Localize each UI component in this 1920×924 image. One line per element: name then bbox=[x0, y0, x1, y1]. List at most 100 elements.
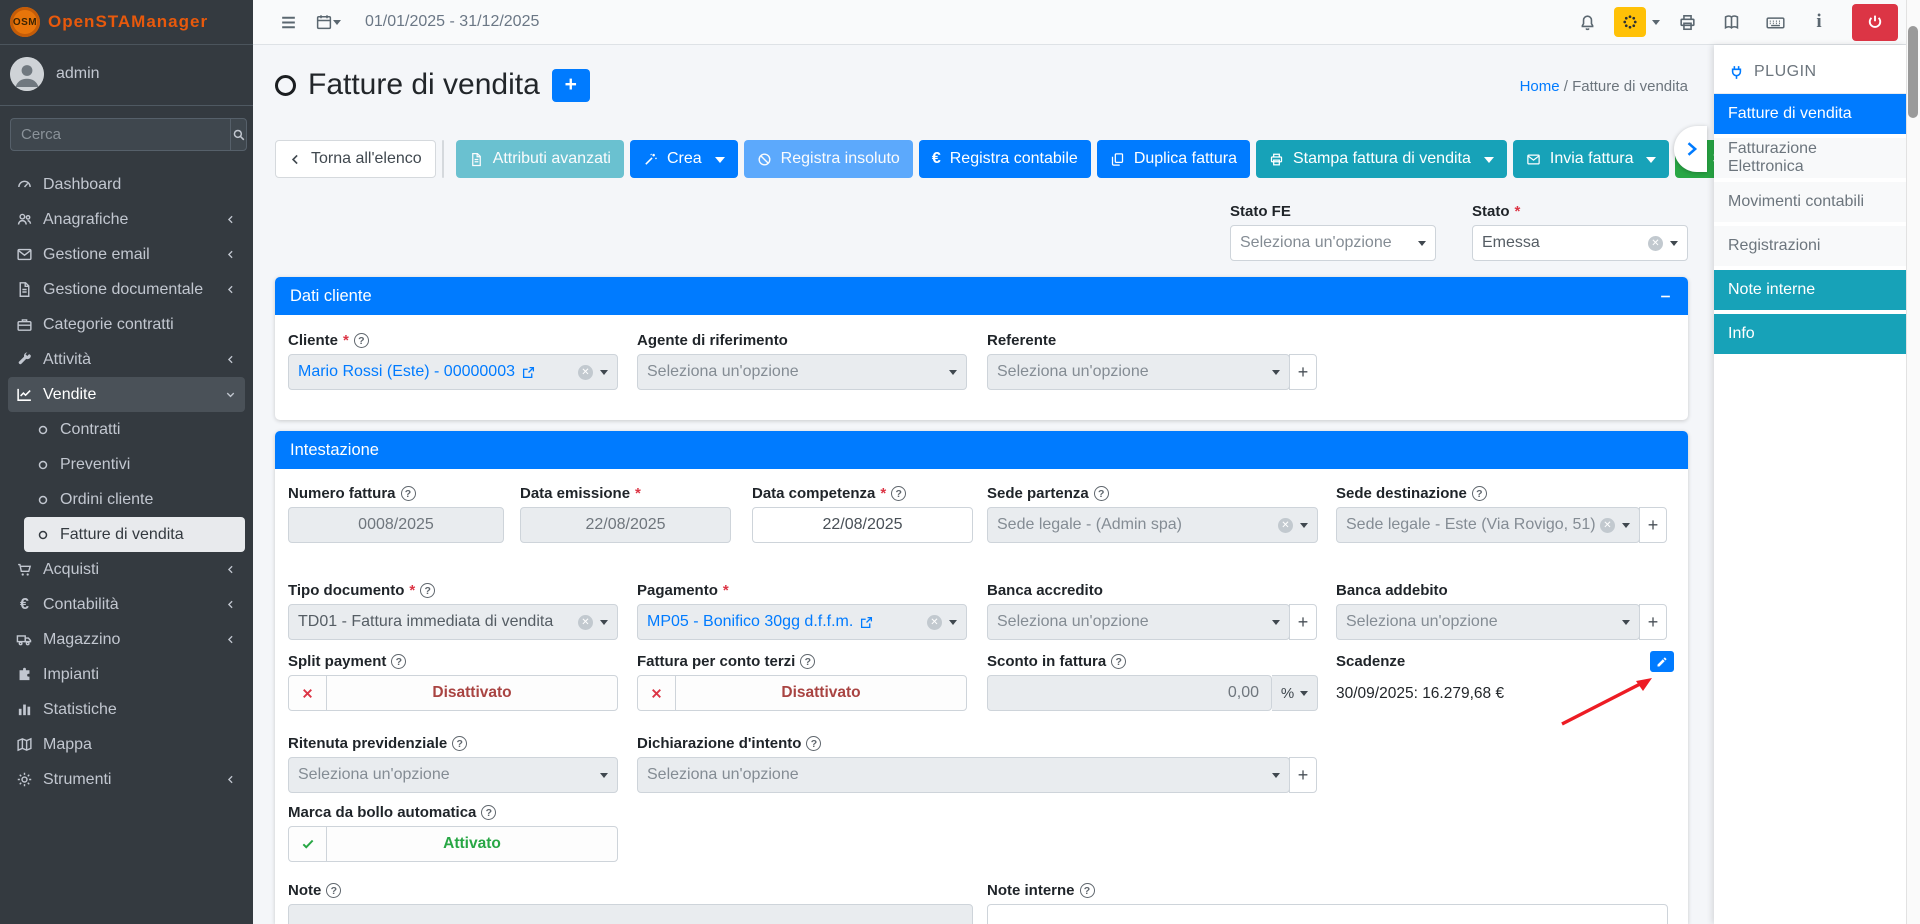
help-icon[interactable]: ? bbox=[326, 883, 342, 898]
sidebar-item-ordini-cliente[interactable]: Ordini cliente bbox=[8, 482, 245, 517]
help-icon[interactable]: ? bbox=[420, 583, 436, 598]
sidebar-item-preventivi[interactable]: Preventivi bbox=[8, 447, 245, 482]
edit-scadenze-button[interactable] bbox=[1650, 651, 1674, 672]
referente-select[interactable]: Seleziona un'opzione bbox=[987, 354, 1290, 390]
add-dichiarazione-button[interactable]: + bbox=[1289, 757, 1317, 793]
duplicate-invoice-button[interactable]: Duplica fattura bbox=[1096, 140, 1250, 178]
banca-accredito-select[interactable]: Seleziona un'opzione bbox=[987, 604, 1290, 640]
sidebar-item-vendite[interactable]: Vendite bbox=[8, 377, 245, 412]
search-input[interactable] bbox=[10, 118, 230, 151]
sede-partenza-select[interactable]: Sede legale - (Admin spa) ✕ bbox=[987, 507, 1318, 543]
breadcrumb-home-link[interactable]: Home bbox=[1519, 78, 1560, 95]
help-icon[interactable]: ? bbox=[1093, 486, 1109, 501]
conto-terzi-toggle[interactable]: Disattivato bbox=[637, 675, 967, 711]
tipo-documento-select[interactable]: TD01 - Fattura immediata di vendita ✕ bbox=[288, 604, 618, 640]
note-interne-textarea[interactable] bbox=[987, 904, 1668, 924]
marca-bollo-toggle[interactable]: Attivato bbox=[288, 826, 618, 862]
sidebar-item-gestione-documentale[interactable]: Gestione documentale bbox=[8, 272, 245, 307]
help-icon[interactable]: ? bbox=[1079, 883, 1095, 898]
create-button[interactable]: Crea bbox=[629, 140, 738, 178]
agente-select[interactable]: Seleziona un'opzione bbox=[637, 354, 967, 390]
register-unpaid-button[interactable]: Registra insoluto bbox=[743, 140, 913, 178]
help-icon[interactable]: ? bbox=[481, 805, 497, 820]
help-icon[interactable]: ? bbox=[391, 654, 407, 669]
previous-record-button[interactable] bbox=[443, 141, 444, 177]
advanced-attributes-button[interactable]: Attributi avanzati bbox=[455, 140, 624, 178]
sidebar-item-magazzino[interactable]: Magazzino bbox=[8, 622, 245, 657]
plugin-tab-registrazioni[interactable]: Registrazioni bbox=[1714, 226, 1906, 266]
sidebar-item-strumenti[interactable]: Strumenti bbox=[8, 762, 245, 797]
clear-icon[interactable]: ✕ bbox=[1278, 517, 1293, 533]
sidebar-item-anagrafiche[interactable]: Anagrafiche bbox=[8, 202, 245, 237]
help-icon[interactable]: ? bbox=[806, 736, 822, 751]
sidebar-item-statistiche[interactable]: Statistiche bbox=[8, 692, 245, 727]
print-button[interactable] bbox=[1670, 5, 1704, 39]
search-button[interactable] bbox=[230, 118, 247, 151]
clear-icon[interactable]: ✕ bbox=[927, 614, 942, 630]
sidebar-item-attivita[interactable]: Attività bbox=[8, 342, 245, 377]
info-button[interactable]: i bbox=[1802, 5, 1836, 39]
clear-icon[interactable]: ✕ bbox=[1600, 517, 1615, 533]
sidebar-item-impianti[interactable]: Impianti bbox=[8, 657, 245, 692]
ritenuta-select[interactable]: Seleziona un'opzione bbox=[288, 757, 618, 793]
help-icon[interactable]: ? bbox=[400, 486, 416, 501]
shortcuts-button[interactable] bbox=[1758, 5, 1792, 39]
pagamento-select[interactable]: MP05 - Bonifico 30gg d.f.f.m. ✕ bbox=[637, 604, 967, 640]
add-banca-addebito-button[interactable]: + bbox=[1639, 604, 1667, 640]
calendar-dropdown-button[interactable] bbox=[305, 5, 351, 39]
add-sede-button[interactable]: + bbox=[1639, 507, 1667, 543]
help-icon[interactable]: ? bbox=[1111, 654, 1127, 669]
external-link-icon[interactable] bbox=[522, 366, 535, 379]
help-icon[interactable]: ? bbox=[891, 486, 907, 501]
logout-button[interactable] bbox=[1852, 3, 1898, 41]
plugin-tab-fatture-di-vendita[interactable]: Fatture di vendita bbox=[1714, 94, 1906, 134]
scrollbar-track[interactable] bbox=[1906, 0, 1920, 924]
help-icon[interactable]: ? bbox=[800, 654, 816, 669]
sidebar-toggle-button[interactable] bbox=[271, 5, 305, 39]
stato-select[interactable]: Emessa ✕ bbox=[1472, 225, 1688, 261]
clear-icon[interactable]: ✕ bbox=[578, 614, 593, 630]
sidebar-item-gestione-email[interactable]: Gestione email bbox=[8, 237, 245, 272]
banca-addebito-select[interactable]: Seleziona un'opzione bbox=[1336, 604, 1640, 640]
scrollbar-thumb[interactable] bbox=[1908, 26, 1918, 118]
avatar[interactable] bbox=[10, 57, 44, 91]
clear-icon[interactable]: ✕ bbox=[1648, 235, 1663, 251]
data-competenza-input[interactable]: 22/08/2025 bbox=[752, 507, 973, 543]
add-referente-button[interactable]: + bbox=[1289, 354, 1317, 390]
back-to-list-button[interactable]: Torna all'elenco bbox=[275, 140, 436, 178]
plugin-tab-info[interactable]: Info bbox=[1714, 314, 1906, 354]
split-payment-toggle[interactable]: Disattivato bbox=[288, 675, 618, 711]
sidebar-item-dashboard[interactable]: Dashboard bbox=[8, 167, 245, 202]
print-invoice-button[interactable]: Stampa fattura di vendita bbox=[1255, 140, 1507, 178]
date-range[interactable]: 01/01/2025 - 31/12/2025 bbox=[365, 13, 540, 30]
dichiarazione-select[interactable]: Seleziona un'opzione bbox=[637, 757, 1290, 793]
sidebar-item-acquisti[interactable]: Acquisti bbox=[8, 552, 245, 587]
help-icon[interactable]: ? bbox=[452, 736, 468, 751]
plugin-tab-movimenti-contabili[interactable]: Movimenti contabili bbox=[1714, 182, 1906, 222]
register-accounting-button[interactable]: € Registra contabile bbox=[918, 140, 1091, 178]
plugin-tab-fatturazione-elettronica[interactable]: Fatturazione Elettronica bbox=[1714, 138, 1906, 178]
cliente-select[interactable]: Mario Rossi (Este) - 00000003 ✕ bbox=[288, 354, 618, 390]
help-icon[interactable]: ? bbox=[1471, 486, 1487, 501]
sidebar-item-mappa[interactable]: Mappa bbox=[8, 727, 245, 762]
add-record-button[interactable]: + bbox=[551, 68, 590, 102]
sidebar-item-categorie-contratti[interactable]: Categorie contratti bbox=[8, 307, 245, 342]
collapse-minus-icon[interactable] bbox=[1658, 289, 1673, 304]
add-banca-accredito-button[interactable]: + bbox=[1289, 604, 1317, 640]
sidebar-item-contabilita[interactable]: € Contabilità bbox=[8, 587, 245, 622]
brand[interactable]: OSM OpenSTAManager bbox=[0, 0, 253, 45]
help-icon[interactable]: ? bbox=[353, 333, 369, 348]
sconto-unit-select[interactable]: % bbox=[1272, 675, 1318, 711]
clear-icon[interactable]: ✕ bbox=[578, 364, 593, 380]
notifications-button[interactable] bbox=[1570, 5, 1604, 39]
sidebar-item-fatture-di-vendita[interactable]: Fatture di vendita bbox=[24, 517, 245, 552]
send-invoice-button[interactable]: Invia fattura bbox=[1512, 140, 1670, 178]
sede-destinazione-select[interactable]: Sede legale - Este (Via Rovigo, 51) (Mar… bbox=[1336, 507, 1640, 543]
docs-button[interactable] bbox=[1714, 5, 1748, 39]
sidebar-item-contratti[interactable]: Contratti bbox=[8, 412, 245, 447]
external-link-icon[interactable] bbox=[860, 616, 873, 629]
spinner-button[interactable] bbox=[1614, 7, 1646, 37]
plugin-panel-toggle[interactable] bbox=[1674, 126, 1707, 172]
status-dropdown[interactable] bbox=[1614, 7, 1660, 37]
stato-fe-select[interactable]: Seleziona un'opzione bbox=[1230, 225, 1436, 261]
